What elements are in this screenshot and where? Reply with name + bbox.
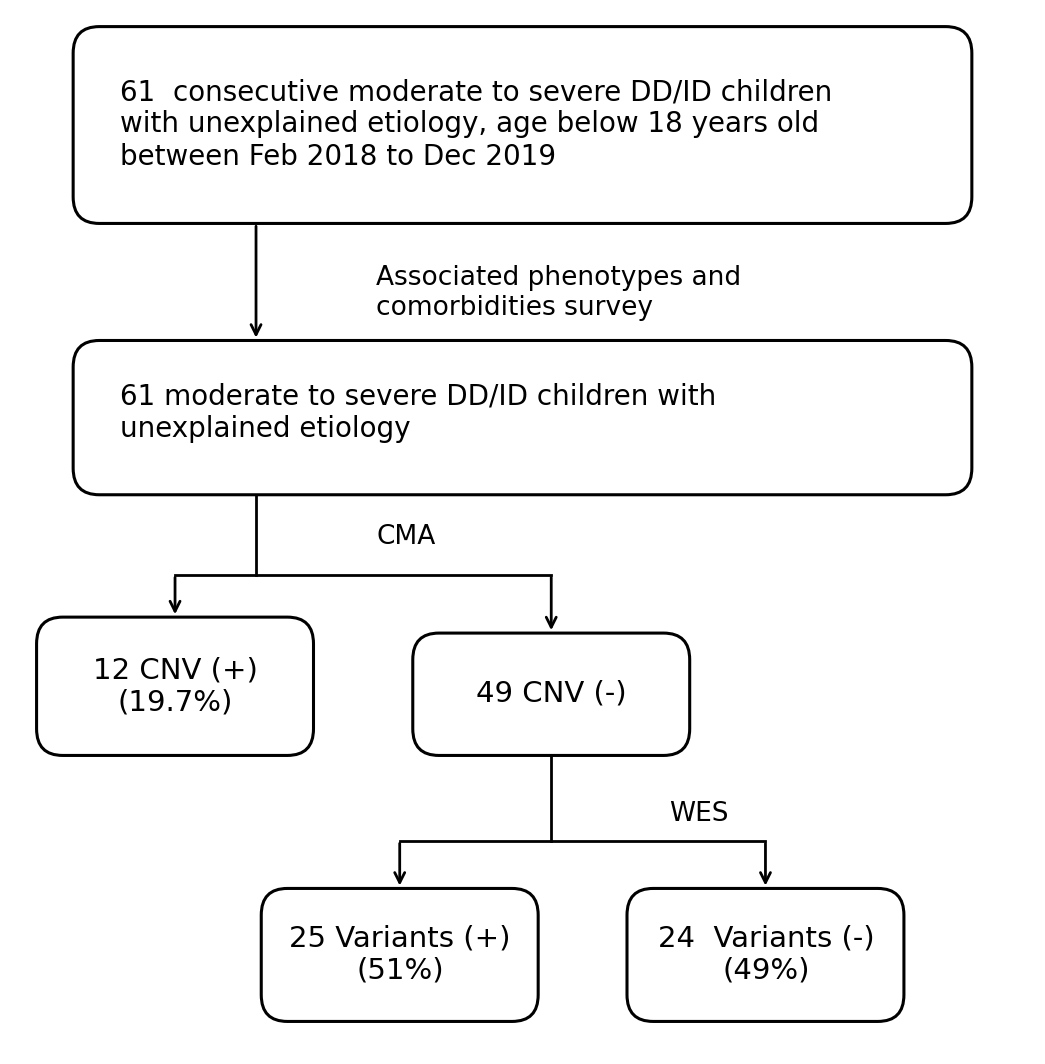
FancyBboxPatch shape — [73, 340, 972, 495]
Text: CMA: CMA — [376, 525, 436, 550]
Text: 61 moderate to severe DD/ID children with
unexplained etiology: 61 moderate to severe DD/ID children wit… — [120, 383, 717, 443]
Text: 12 CNV (+)
(19.7%): 12 CNV (+) (19.7%) — [93, 656, 258, 716]
FancyBboxPatch shape — [73, 27, 972, 223]
Text: 61  consecutive moderate to severe DD/ID children
with unexplained etiology, age: 61 consecutive moderate to severe DD/ID … — [120, 78, 833, 171]
Text: 49 CNV (-): 49 CNV (-) — [477, 680, 627, 708]
FancyBboxPatch shape — [261, 888, 538, 1021]
FancyBboxPatch shape — [627, 888, 904, 1021]
Text: 24  Variants (-)
(49%): 24 Variants (-) (49%) — [657, 925, 875, 984]
Text: Associated phenotypes and
comorbidities survey: Associated phenotypes and comorbidities … — [376, 265, 741, 320]
FancyBboxPatch shape — [37, 617, 314, 755]
Text: WES: WES — [669, 801, 728, 827]
Text: 25 Variants (+)
(51%): 25 Variants (+) (51%) — [289, 925, 511, 984]
FancyBboxPatch shape — [413, 633, 690, 755]
